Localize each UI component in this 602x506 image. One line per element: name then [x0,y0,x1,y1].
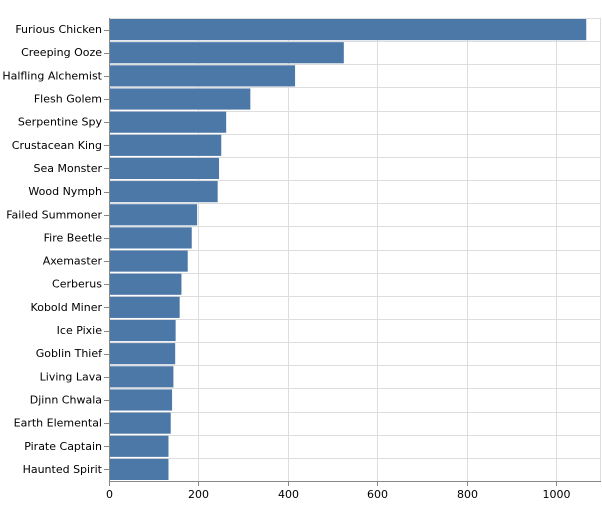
bar [109,42,344,64]
y-tick-label: Kobold Miner [31,301,103,314]
y-tick-label: Serpentine Spy [18,116,103,129]
y-tick-label: Furious Chicken [15,23,102,36]
bar [109,319,176,342]
y-tick-label: Fire Beetle [44,231,103,244]
y-tick-label: Crustacean King [12,139,102,152]
bar [109,227,192,249]
x-tick-label: 800 [457,488,478,501]
y-tick-label: Goblin Thief [36,347,103,360]
bar [109,65,296,87]
bar [109,435,169,457]
bar [109,343,176,365]
y-tick-label: Pirate Captain [24,440,102,453]
y-tick-label: Living Lava [40,370,102,383]
bar [109,412,171,434]
x-tick-label: 600 [367,488,388,501]
bar [109,296,180,318]
y-tick-label: Sea Monster [33,162,102,175]
x-tick-label: 200 [188,488,209,501]
y-tick-label: Djinn Chwala [30,393,102,406]
y-tick-label: Failed Summoner [6,208,102,221]
bar [109,366,174,388]
bar [109,19,587,41]
bar [109,389,173,411]
labels-layer: Furious Chicken Creeping Ooze Halfling Alc… [2,23,570,501]
bar [109,111,227,133]
y-tick-label: Axemaster [43,255,103,268]
x-tick-label: 400 [278,488,299,501]
bar [109,250,188,272]
y-tick-label: Ice Pixie [57,324,103,337]
y-tick-label: Haunted Spirit [23,463,103,476]
y-tick-label: Earth Elemental [14,417,102,430]
axes-layer [104,18,601,486]
bar [109,181,218,203]
x-tick-label: 0 [106,488,113,501]
y-tick-label: Creeping Ooze [21,46,102,59]
bar [109,88,251,110]
bar [109,273,182,295]
bar [109,204,198,226]
y-tick-label: Cerberus [52,278,102,291]
x-tick-label: 1000 [543,488,571,501]
grid-layer [109,18,601,482]
y-tick-label: Wood Nymph [28,185,102,198]
y-tick-label: Halfling Alchemist [2,69,102,82]
bar [109,134,222,156]
y-tick-label: Flesh Golem [34,93,102,106]
bars-layer [109,19,587,480]
bar [109,458,169,480]
bar [109,157,220,180]
